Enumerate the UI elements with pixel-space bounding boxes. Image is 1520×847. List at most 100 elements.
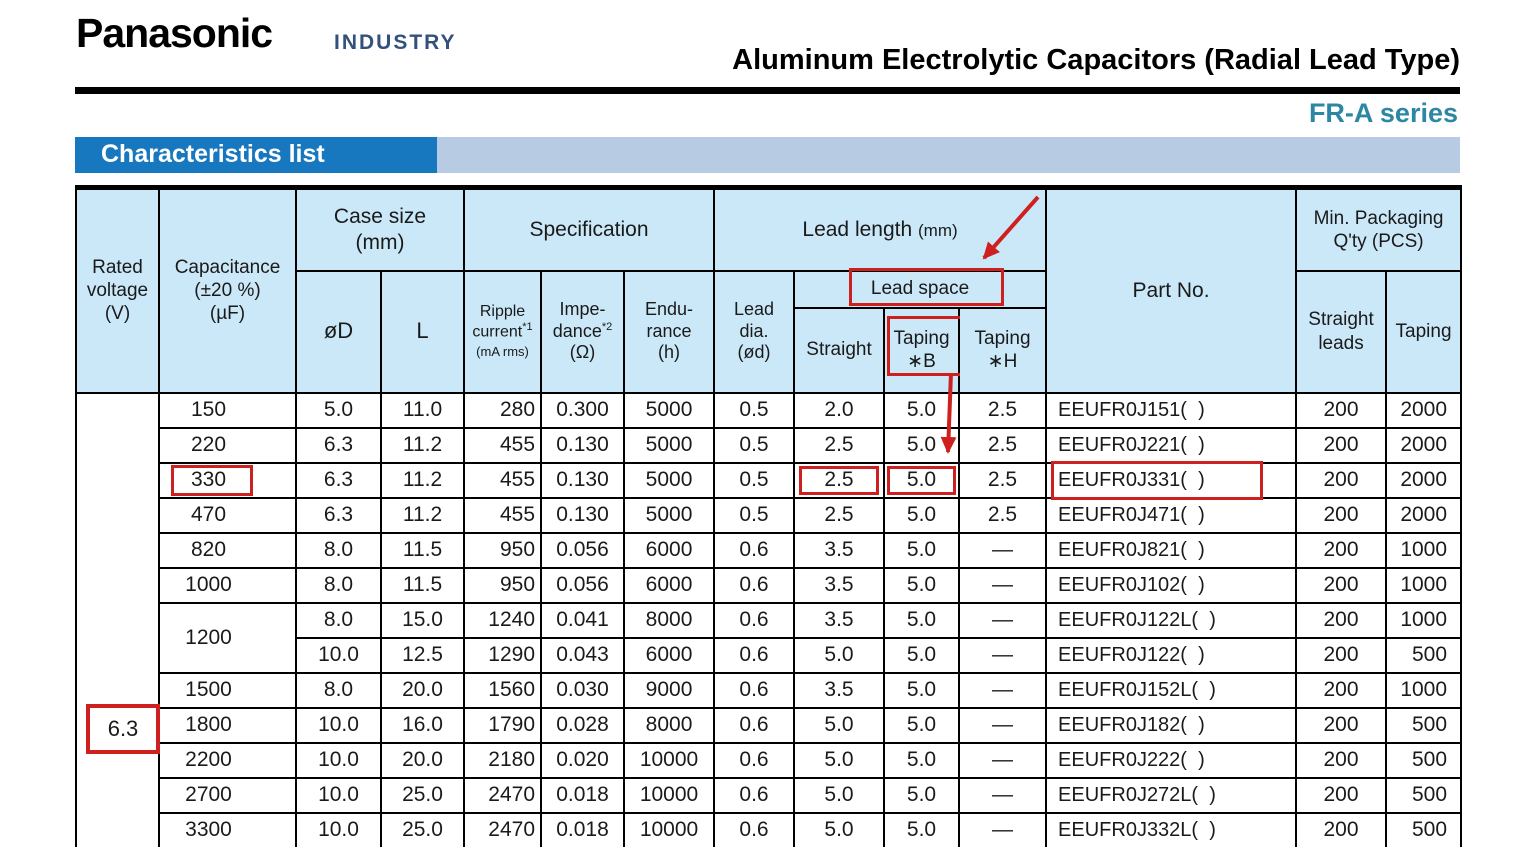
cell-min_taping: 1000 bbox=[1385, 671, 1463, 709]
cell-lead_dia: 0.6 bbox=[713, 776, 796, 814]
cell-case_dD: 6.3 bbox=[295, 461, 382, 499]
cell-min_taping: 500 bbox=[1385, 636, 1463, 674]
cell-endurance: 6000 bbox=[623, 636, 716, 674]
cell-ripple: 2470 bbox=[463, 811, 543, 847]
cell-impedance: 0.130 bbox=[540, 496, 626, 534]
cell-straight: 3.5 bbox=[793, 566, 886, 604]
cell-part_no: EEUFR0J102( ) bbox=[1045, 566, 1298, 604]
cell-min_taping: 2000 bbox=[1385, 426, 1463, 464]
cell-part_no: EEUFR0J152L( ) bbox=[1045, 671, 1298, 709]
header-min-packaging: Min. Packaging Q'ty (PCS) bbox=[1295, 186, 1463, 272]
cell-endurance: 10000 bbox=[623, 741, 716, 779]
header-taping-b: Taping ∗B bbox=[883, 306, 967, 394]
cell-case_L: 11.5 bbox=[379, 566, 466, 604]
cell-straight: 5.0 bbox=[793, 741, 886, 779]
cell-taping_B: 5.0 bbox=[883, 566, 961, 604]
section-band: Characteristics list bbox=[75, 137, 1460, 173]
cell-min_straight: 200 bbox=[1295, 636, 1388, 674]
cell-taping_B: 5.0 bbox=[883, 531, 961, 569]
cell-lead_dia: 0.6 bbox=[713, 671, 796, 709]
cell-case_L: 16.0 bbox=[379, 706, 466, 744]
cell-capacitance: 150 bbox=[158, 391, 297, 429]
cell-taping_H: — bbox=[958, 566, 1048, 604]
cell-impedance: 0.028 bbox=[540, 706, 626, 744]
header-impedance: Impe- dance*2 (Ω) bbox=[540, 269, 626, 394]
cell-case_dD: 10.0 bbox=[295, 811, 382, 847]
cell-impedance: 0.130 bbox=[540, 461, 626, 499]
cell-straight: 2.0 bbox=[793, 391, 886, 429]
cell-endurance: 10000 bbox=[623, 811, 716, 847]
cell-taping_B: 5.0 bbox=[883, 461, 961, 499]
cell-min_straight: 200 bbox=[1295, 531, 1388, 569]
page-title: Aluminum Electrolytic Capacitors (Radial… bbox=[732, 44, 1460, 76]
cell-straight: 5.0 bbox=[793, 636, 886, 674]
header-min-straight-leads: Straight leads bbox=[1295, 269, 1388, 394]
table-row: 330 6.3 11.2 455 0.130 5000 0.5 2.5 5.0 2.5 EEUFR0… bbox=[76, 461, 1463, 501]
cell-endurance: 8000 bbox=[623, 601, 716, 639]
cell-taping_B: 5.0 bbox=[883, 391, 961, 429]
cell-taping_H: 2.5 bbox=[958, 391, 1048, 429]
cell-capacitance: 2700 bbox=[158, 776, 297, 814]
table-row: 3300 10.0 25.0 2470 0.018 10000 0.6 5.0 5.0— EEUF… bbox=[76, 811, 1463, 847]
cell-case_L: 20.0 bbox=[379, 741, 466, 779]
cell-min_taping: 2000 bbox=[1385, 496, 1463, 534]
header-straight: Straight bbox=[793, 306, 886, 394]
cell-impedance: 0.020 bbox=[540, 741, 626, 779]
cell-case_dD: 8.0 bbox=[295, 531, 382, 569]
cell-ripple: 455 bbox=[463, 496, 543, 534]
cell-straight: 5.0 bbox=[793, 776, 886, 814]
cell-case_L: 11.5 bbox=[379, 531, 466, 569]
cell-lead_dia: 0.5 bbox=[713, 426, 796, 464]
cell-taping_H: — bbox=[958, 706, 1048, 744]
cell-capacitance: 220 bbox=[158, 426, 297, 464]
header-capacitance: Capacitance (±20 %) (µF) bbox=[158, 186, 297, 394]
cell-case_L: 12.5 bbox=[379, 636, 466, 674]
cell-case_dD: 8.0 bbox=[295, 601, 382, 639]
cell-ripple: 1240 bbox=[463, 601, 543, 639]
header-ripple-current: Ripple current*1 (mA rms) bbox=[463, 269, 543, 394]
header-diameter: øD bbox=[295, 269, 382, 394]
cell-case_L: 11.2 bbox=[379, 496, 466, 534]
table-row: 1500 8.0 20.0 1560 0.030 9000 0.6 3.5 5.0— EEUFR0… bbox=[76, 671, 1463, 709]
cell-case_dD: 10.0 bbox=[295, 636, 382, 674]
cell-lead_dia: 0.6 bbox=[713, 531, 796, 569]
cell-taping_B: 5.0 bbox=[883, 426, 961, 464]
cell-lead_dia: 0.5 bbox=[713, 461, 796, 499]
cell-min_taping: 500 bbox=[1385, 706, 1463, 744]
cell-case_dD: 6.3 bbox=[295, 496, 382, 534]
cell-impedance: 0.300 bbox=[540, 391, 626, 429]
cell-straight: 5.0 bbox=[793, 706, 886, 744]
cell-ripple: 2470 bbox=[463, 776, 543, 814]
cell-endurance: 5000 bbox=[623, 461, 716, 499]
table-row: 2700 10.0 25.0 2470 0.018 10000 0.6 5.0 5.0— EEUF… bbox=[76, 776, 1463, 814]
cell-min_taping: 500 bbox=[1385, 741, 1463, 779]
header-row-leadspace: øD L Ripple current*1 (mA rms) Impe- dan… bbox=[76, 267, 1463, 394]
cell-part_no: EEUFR0J821( ) bbox=[1045, 531, 1298, 569]
cell-endurance: 5000 bbox=[623, 391, 716, 429]
cell-taping_H: — bbox=[958, 776, 1048, 814]
cell-lead_dia: 0.5 bbox=[713, 496, 796, 534]
cell-capacitance: 330 bbox=[158, 461, 297, 499]
header-row-groups: Rated voltage (V) Capacitance (±20 %) (µ… bbox=[75, 186, 1463, 394]
table-row: 470 6.3 11.2 455 0.130 5000 0.5 2.5 5.0 2.5 EEUFR0… bbox=[76, 496, 1463, 534]
cell-capacitance: 470 bbox=[158, 496, 297, 534]
cell-ripple: 1290 bbox=[463, 636, 543, 674]
cell-part_no: EEUFR0J221( ) bbox=[1045, 426, 1298, 464]
header-part-no: Part No. bbox=[1045, 186, 1298, 394]
cell-endurance: 8000 bbox=[623, 706, 716, 744]
industry-label: INDUSTRY bbox=[334, 31, 457, 54]
cell-impedance: 0.018 bbox=[540, 776, 626, 814]
cell-min_taping: 2000 bbox=[1385, 461, 1463, 499]
cell-straight: 3.5 bbox=[793, 601, 886, 639]
cell-case_dD: 10.0 bbox=[295, 776, 382, 814]
cell-taping_B: 5.0 bbox=[883, 811, 961, 847]
cell-min_taping: 1000 bbox=[1385, 531, 1463, 569]
table-row: 2200 10.0 20.0 2180 0.020 10000 0.6 5.0 5.0— EEUF… bbox=[76, 741, 1463, 779]
cell-capacitance: 1200 bbox=[158, 601, 297, 674]
header-min-taping: Taping bbox=[1385, 269, 1463, 394]
header-endurance: Endu- rance (h) bbox=[623, 269, 716, 394]
cell-straight: 2.5 bbox=[793, 426, 886, 464]
cell-part_no: EEUFR0J332L( ) bbox=[1045, 811, 1298, 847]
rated-voltage-highlight-box: 6.3 bbox=[86, 703, 160, 754]
